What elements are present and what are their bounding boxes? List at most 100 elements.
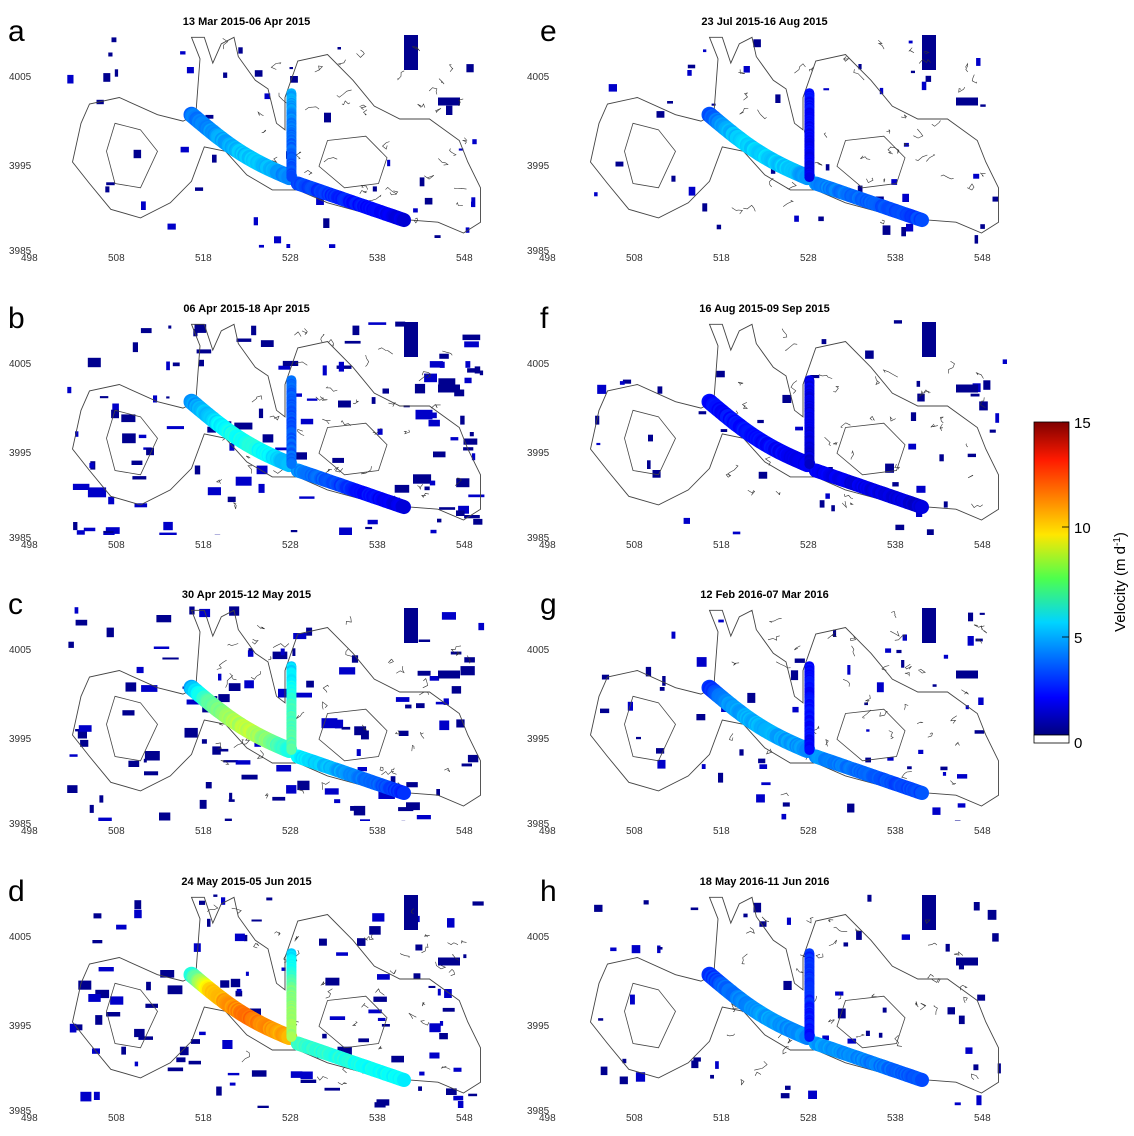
background-velocity-patch [324, 788, 339, 795]
background-velocity-patch [439, 720, 450, 731]
background-velocity-patch [282, 360, 299, 366]
background-velocity-patch [292, 648, 296, 656]
background-velocity-patch [439, 1021, 444, 1026]
glacier-outline [590, 896, 999, 1094]
background-velocity-patch [376, 1099, 390, 1106]
x-tick-label: 548 [456, 826, 473, 837]
panel-c: 498 508 518 528 538 548 4005 3995 3985 c 30 Apr 20… [8, 588, 485, 837]
terrain-detail-line [268, 656, 272, 661]
background-velocity-patch [293, 633, 307, 640]
background-velocity-patch [405, 704, 412, 709]
x-tick-label: 498 [539, 253, 556, 264]
terrain-detail-line [435, 961, 447, 970]
background-velocity-patch [965, 1047, 973, 1054]
background-velocity-patch [688, 186, 696, 196]
background-velocity-patch [916, 511, 923, 517]
terrain-detail-line [336, 89, 352, 98]
panel-title: 16 Aug 2015-09 Sep 2015 [699, 303, 829, 315]
background-velocity-patch [925, 75, 932, 82]
background-velocity-patch [786, 917, 791, 925]
background-velocity-patch [627, 701, 633, 711]
background-velocity-patch [223, 72, 228, 78]
terrain-detail-line [794, 645, 801, 651]
terrain-detail-line [458, 98, 464, 107]
x-tick-label: 508 [108, 1113, 125, 1124]
background-velocity-patch [922, 322, 936, 357]
background-velocity-patch [974, 235, 979, 244]
panel-letter: h [540, 875, 557, 908]
terrain-detail-line [322, 684, 329, 693]
y-tick-label: 3985 [9, 819, 32, 830]
terrain-detail-line [726, 1033, 735, 1037]
terrain-detail-line [424, 175, 435, 180]
terrain-detail-line [980, 397, 986, 408]
background-velocity-patch [429, 412, 437, 419]
panel-letter: e [540, 15, 557, 48]
background-velocity-patch [251, 325, 257, 336]
background-velocity-patch [463, 954, 467, 959]
background-velocity-patch [980, 224, 985, 229]
terrain-detail-line [851, 645, 856, 657]
background-velocity-patch [460, 666, 475, 676]
background-velocity-patch [184, 727, 198, 738]
background-velocity-patch [702, 203, 708, 212]
terrain-detail-line [257, 111, 264, 116]
background-velocity-patch [244, 680, 254, 689]
background-velocity-patch [351, 655, 359, 663]
background-velocity-patch [895, 524, 905, 531]
background-velocity-patch [354, 726, 367, 736]
background-velocity-patch [446, 105, 453, 115]
background-velocity-patch [105, 527, 120, 534]
terrain-detail-line [418, 373, 432, 382]
terrain-detail-line [746, 927, 755, 934]
background-velocity-patch [780, 1093, 790, 1099]
background-velocity-patch [847, 665, 851, 675]
background-velocity-patch [262, 434, 274, 443]
background-velocity-patch [691, 1060, 699, 1069]
terrain-detail-line [828, 939, 837, 946]
background-velocity-patch [657, 759, 666, 769]
background-velocity-patch [939, 454, 944, 462]
background-velocity-patch [601, 674, 610, 680]
background-velocity-patch [429, 480, 436, 486]
background-velocity-patch [235, 760, 251, 765]
background-velocity-patch [467, 368, 480, 373]
terrain-detail-line [877, 39, 885, 50]
terrain-detail-line [305, 106, 320, 111]
x-tick-label: 538 [887, 1113, 904, 1124]
terrain-detail-line [939, 423, 943, 432]
terrain-detail-line [341, 100, 351, 106]
glacier-outline [318, 422, 388, 476]
terrain-detail-line [927, 942, 938, 946]
terrain-detail-line [890, 611, 897, 618]
terrain-detail-line [233, 502, 237, 510]
panel-title: 06 Apr 2015-18 Apr 2015 [183, 303, 309, 315]
background-velocity-patch [636, 736, 641, 740]
background-velocity-patch [121, 414, 136, 423]
terrain-detail-line [915, 154, 928, 161]
colorbar-gradient [1033, 421, 1070, 736]
background-velocity-patch [339, 527, 352, 535]
terrain-detail-line [967, 183, 975, 191]
background-velocity-patch [458, 148, 464, 151]
terrain-detail-line [965, 62, 968, 73]
glacier-outline [318, 995, 388, 1049]
terrain-detail-line [364, 936, 370, 941]
terrain-detail-line [294, 935, 299, 942]
background-velocity-patch [1002, 359, 1007, 364]
background-velocity-patch [258, 408, 264, 419]
panel-letter: f [540, 302, 549, 335]
background-velocity-patch [98, 817, 112, 821]
background-velocity-patch [132, 476, 147, 480]
terrain-detail-line [916, 721, 924, 725]
background-velocity-patch [322, 365, 327, 376]
terrain-detail-line [862, 709, 872, 719]
x-tick-label: 518 [713, 253, 730, 264]
terrain-detail-line [328, 339, 334, 347]
background-velocity-patch [643, 900, 649, 905]
background-velocity-patch [266, 897, 273, 901]
background-velocity-patch [434, 235, 441, 238]
panel-title: 23 Jul 2015-16 Aug 2015 [701, 16, 827, 28]
background-velocity-patch [701, 764, 706, 769]
